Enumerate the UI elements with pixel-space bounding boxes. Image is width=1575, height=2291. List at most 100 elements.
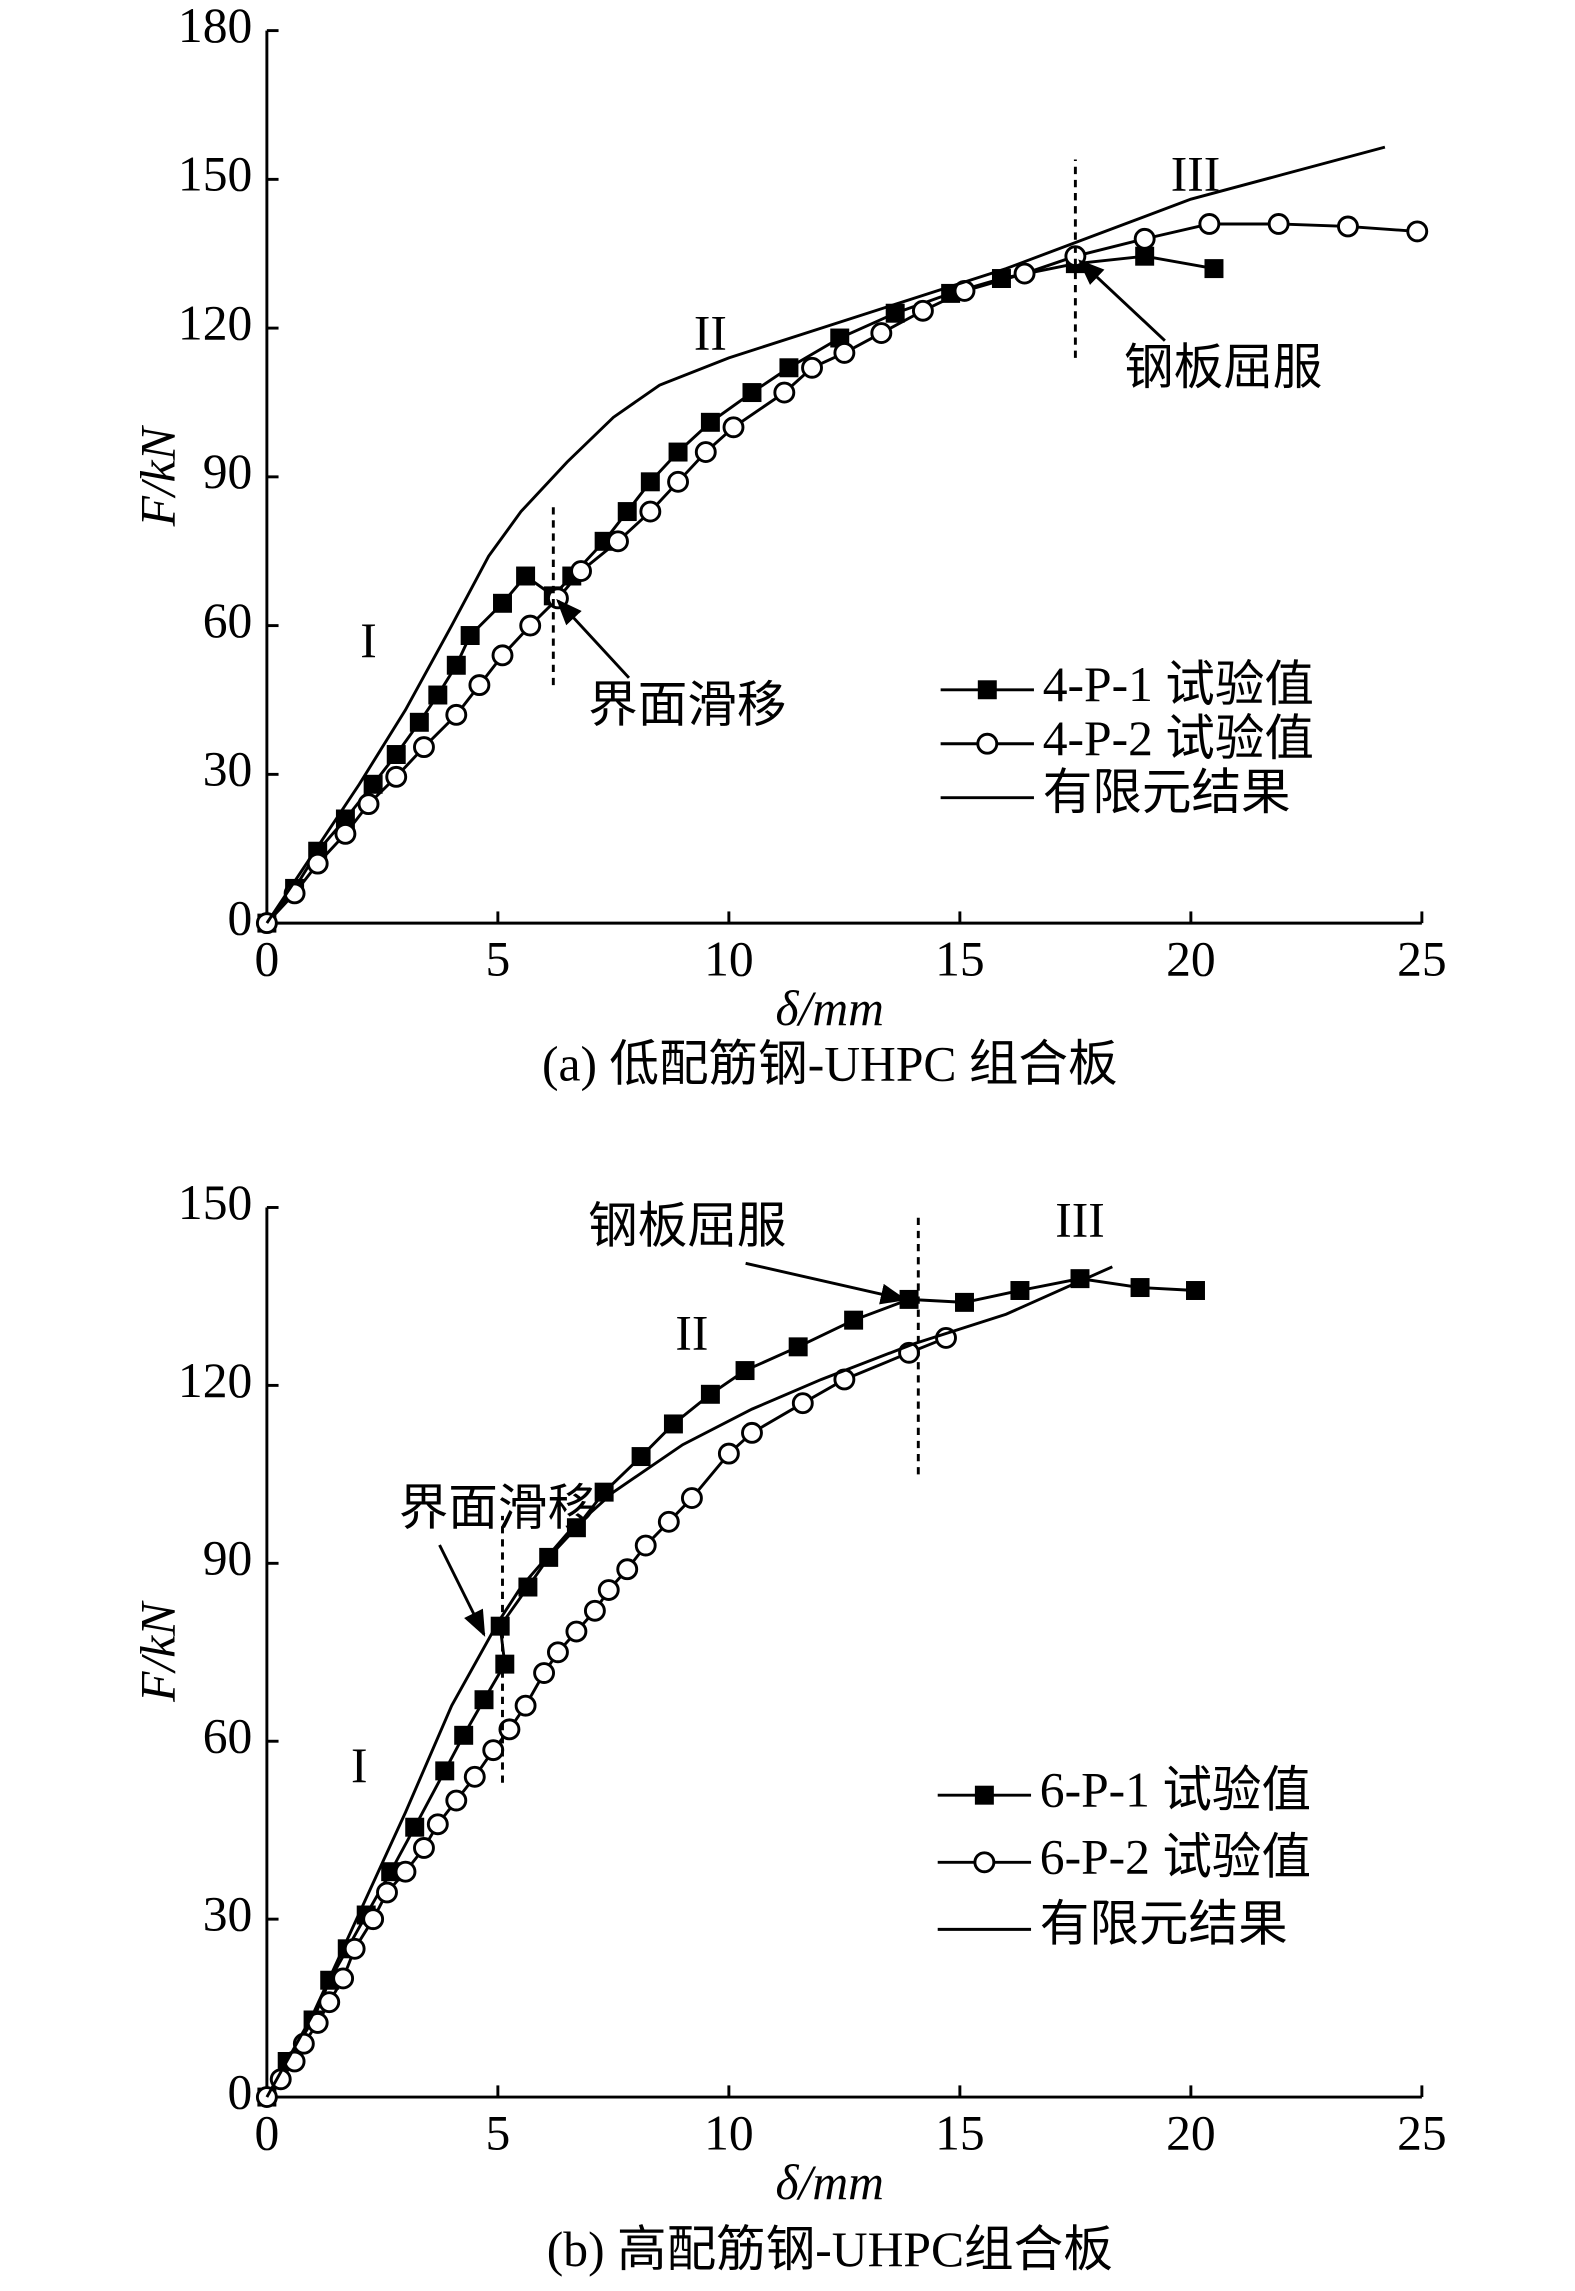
marker-circle [498,1718,521,1741]
marker-square [742,383,762,403]
marker-circle [514,1694,537,1717]
marker-circle [463,1765,486,1788]
annotation: III [1055,1193,1105,1248]
marker-circle [482,1739,505,1762]
caption: (b) 高配筋钢-UHPC组合板 [547,2222,1113,2277]
marker-square [363,774,383,794]
marker-circle [376,1881,398,1904]
marker-square [1204,259,1224,279]
y-tick-label: 30 [203,742,253,797]
legend-label: 4-P-2 试验值 [1043,711,1314,766]
marker-circle [639,500,662,523]
marker-square [409,712,429,732]
marker-square [446,655,466,675]
marker-square [460,626,480,645]
legend-label: 6-P-1 试验值 [1040,1763,1311,1818]
annotation: II [694,305,727,360]
marker-circle [334,822,357,845]
y-tick-label: 150 [178,1175,252,1230]
marker-circle [722,416,745,439]
y-tick-label: 60 [203,593,253,648]
marker-square [490,1616,510,1636]
annotation: 钢板屈服 [1124,340,1322,395]
y-tick-label: 60 [203,1709,253,1764]
x-tick-label: 25 [1397,931,1447,986]
marker-circle [385,765,408,788]
marker-circle [1337,215,1359,238]
marker-circle [468,674,491,697]
marker-square [386,745,406,765]
marker-square [735,1361,755,1381]
marker-square [617,502,637,522]
marker-square [700,1384,720,1404]
marker-circle [911,299,934,322]
marker-circle [445,703,468,726]
marker-circle [570,560,592,583]
marker-square [435,1761,455,1781]
marker-circle [1013,262,1036,285]
marker-square [1135,246,1155,266]
y-axis-label: F/kN [131,424,186,527]
marker-circle [976,732,999,755]
x-tick-label: 0 [254,931,279,986]
y-tick-label: 120 [178,295,252,350]
marker-circle [597,1579,620,1601]
series-line [265,254,1215,925]
marker-circle [1133,227,1156,250]
marker-square [663,1414,683,1434]
series-line [265,1277,1196,2098]
marker-circle [973,1851,996,1874]
marker-square [405,1817,425,1837]
y-tick-label: 0 [227,2064,252,2119]
annotation-arrow [556,598,631,679]
x-tick-label: 0 [254,2105,279,2160]
y-tick-label: 150 [178,147,252,202]
marker-circle [657,1510,680,1533]
marker-square [885,303,905,323]
marker-square [428,685,448,705]
legend-label: 6-P-2 试验值 [1040,1830,1311,1885]
x-axis-label: δ/mm [776,2155,884,2210]
x-axis-label: δ/mm [776,981,884,1036]
marker-circle [491,644,514,667]
marker-circle [565,1620,588,1643]
x-tick-label: 15 [935,931,985,986]
marker-square [844,1310,864,1330]
marker-circle [362,1908,385,1931]
marker-circle [1267,213,1290,235]
marker-circle [394,1860,417,1883]
annotation: I [351,1738,368,1793]
annotation: 界面滑移 [588,677,786,732]
series-line [265,1265,1113,2098]
marker-square [516,566,536,586]
marker-circle [583,1599,606,1622]
marker-circle [791,1392,814,1415]
x-tick-label: 25 [1397,2105,1447,2160]
marker-circle [413,1837,435,1859]
y-tick-label: 0 [227,890,252,945]
annotation: 界面滑移 [399,1480,597,1535]
marker-circle [445,1789,468,1812]
marker-circle [717,1442,740,1465]
marker-circle [773,381,796,404]
marker-circle [519,614,542,637]
marker-square [454,1725,474,1745]
x-tick-label: 5 [485,2105,510,2160]
y-tick-label: 90 [203,1531,253,1586]
annotation: 钢板屈服 [588,1199,786,1254]
x-tick-label: 15 [935,2105,985,2160]
x-tick-label: 5 [485,931,510,986]
annotation: I [360,613,377,668]
x-tick-label: 10 [704,931,754,986]
marker-circle [870,322,893,344]
annotation-arrow [438,1544,486,1637]
marker-square [1010,1281,1030,1300]
marker-circle [680,1487,703,1510]
series-line [265,145,1386,924]
marker-circle [413,736,435,759]
marker-circle [741,1421,763,1444]
marker-square [381,1862,401,1882]
x-tick-label: 20 [1166,931,1216,986]
y-axis-label: F/kN [131,1600,186,1703]
